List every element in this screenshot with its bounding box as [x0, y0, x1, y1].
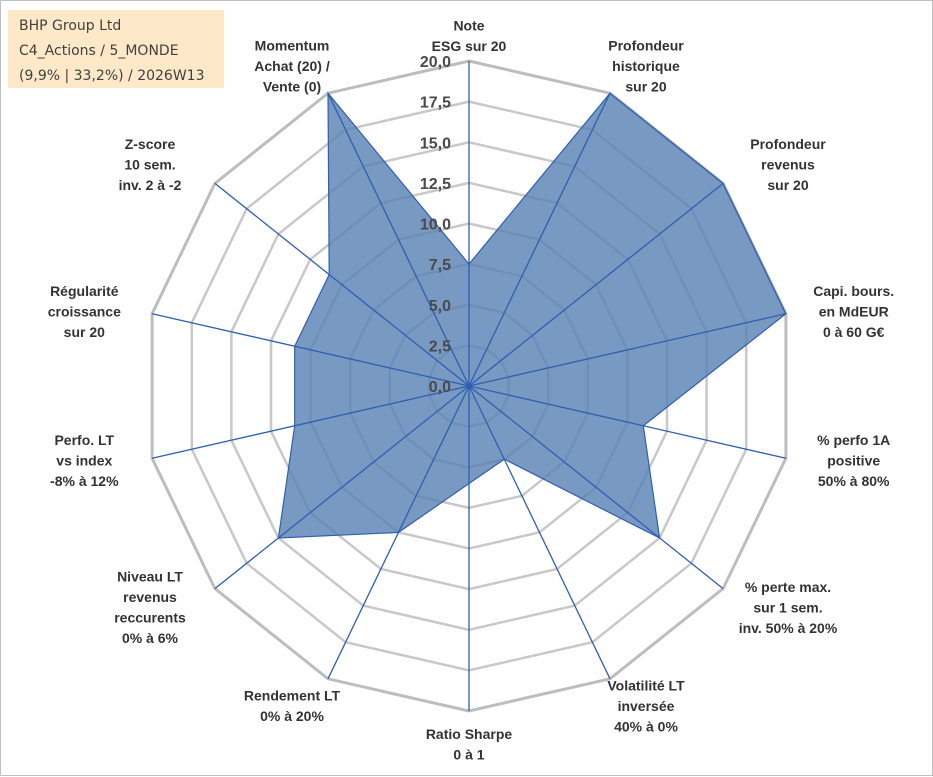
- tick-label-0: 0,0: [429, 379, 451, 396]
- axis-label-line: 0 à 60 G€: [823, 324, 885, 340]
- axis-label-3: Capi. bours. en MdEUR 0 à 60 G€: [813, 283, 894, 340]
- axis-label-line: sur 20: [625, 79, 666, 95]
- axis-label-line: revenus: [123, 589, 177, 605]
- axis-label-line: 0 à 1: [453, 747, 484, 763]
- tick-label-3: 7,5: [429, 257, 451, 274]
- tick-label-2: 5,0: [429, 298, 451, 315]
- axis-label-line: -8% à 12%: [50, 473, 119, 489]
- axis-label-line: Z-score: [125, 136, 176, 152]
- axis-label-line: 40% à 0%: [614, 718, 678, 734]
- axis-label-2: Profondeur revenus sur 20: [750, 136, 826, 193]
- axis-label-line: positive: [827, 453, 880, 469]
- info-company-name: BHP Group Ltd: [19, 14, 224, 39]
- axis-label-11: Régularité croissance sur 20: [48, 283, 121, 340]
- axis-label-line: Momentum: [255, 38, 330, 54]
- axis-label-line: Capi. bours.: [813, 283, 894, 299]
- axis-label-line: Vente (0): [263, 79, 321, 95]
- axis-label-line: Profondeur: [608, 38, 684, 54]
- axis-label-9: Niveau LT revenus reccurents 0% à 6%: [114, 569, 186, 647]
- axis-label-line: Note: [453, 18, 484, 34]
- info-period: (9,9% | 33,2%) / 2026W13: [19, 64, 224, 89]
- axis-label-line: Profondeur: [750, 136, 826, 152]
- axis-label-line: % perfo 1A: [817, 432, 890, 448]
- tick-label-6: 15,0: [420, 135, 451, 152]
- axis-label-5: % perte max. sur 1 sem. inv. 50% à 20%: [739, 579, 838, 636]
- axis-label-10: Perfo. LT vs index -8% à 12%: [50, 432, 119, 489]
- axis-label-line: 50% à 80%: [818, 473, 890, 489]
- axis-label-line: inversée: [618, 698, 675, 714]
- axis-label-line: inv. 50% à 20%: [739, 620, 838, 636]
- tick-label-8: 20,0: [420, 54, 451, 71]
- axis-label-13: Momentum Achat (20) / Vente (0): [254, 38, 330, 95]
- tick-label-4: 10,0: [420, 217, 451, 234]
- axis-label-line: sur 1 sem.: [753, 599, 822, 615]
- axis-label-line: ESG sur 20: [432, 38, 507, 54]
- tick-label-5: 12,5: [420, 176, 451, 193]
- axis-label-line: sur 20: [767, 177, 808, 193]
- axis-label-line: revenus: [761, 157, 815, 173]
- axis-label-line: inv. 2 à -2: [119, 177, 182, 193]
- tick-label-7: 17,5: [420, 95, 451, 112]
- axis-label-12: Z-score 10 sem. inv. 2 à -2: [119, 136, 182, 193]
- info-category: C4_Actions / 5_MONDE: [19, 39, 224, 64]
- axis-label-line: croissance: [48, 304, 121, 320]
- axis-label-line: Régularité: [50, 283, 119, 299]
- axis-label-line: 0% à 6%: [122, 630, 179, 646]
- axis-label-line: 10 sem.: [124, 157, 175, 173]
- axis-label-7: Ratio Sharpe 0 à 1: [426, 726, 513, 763]
- axis-label-line: % perte max.: [745, 579, 831, 595]
- axis-label-line: Rendement LT: [244, 688, 341, 704]
- axis-label-line: Volatilité LT: [607, 677, 685, 693]
- series-area: [278, 93, 786, 538]
- radar-series: [278, 93, 786, 538]
- axis-label-1: Profondeur historique sur 20: [608, 38, 684, 95]
- axis-label-line: Ratio Sharpe: [426, 726, 513, 742]
- tick-label-1: 2,5: [429, 338, 451, 355]
- info-box: BHP Group Ltd C4_Actions / 5_MONDE (9,9%…: [8, 10, 224, 88]
- axis-label-line: Perfo. LT: [54, 432, 114, 448]
- axis-label-line: 0% à 20%: [260, 708, 324, 724]
- axis-label-4: % perfo 1A positive 50% à 80%: [817, 432, 890, 489]
- axis-label-line: Niveau LT: [117, 569, 183, 585]
- axis-label-8: Rendement LT 0% à 20%: [244, 688, 341, 725]
- axis-label-line: historique: [612, 58, 680, 74]
- axis-label-line: vs index: [56, 453, 112, 469]
- axis-label-line: en MdEUR: [819, 304, 889, 320]
- axis-label-line: sur 20: [64, 324, 105, 340]
- axis-label-line: Achat (20) /: [254, 58, 330, 74]
- axis-label-line: reccurents: [114, 610, 186, 626]
- axis-label-0: Note ESG sur 20: [432, 18, 507, 55]
- axis-label-6: Volatilité LT inversée 40% à 0%: [607, 677, 685, 734]
